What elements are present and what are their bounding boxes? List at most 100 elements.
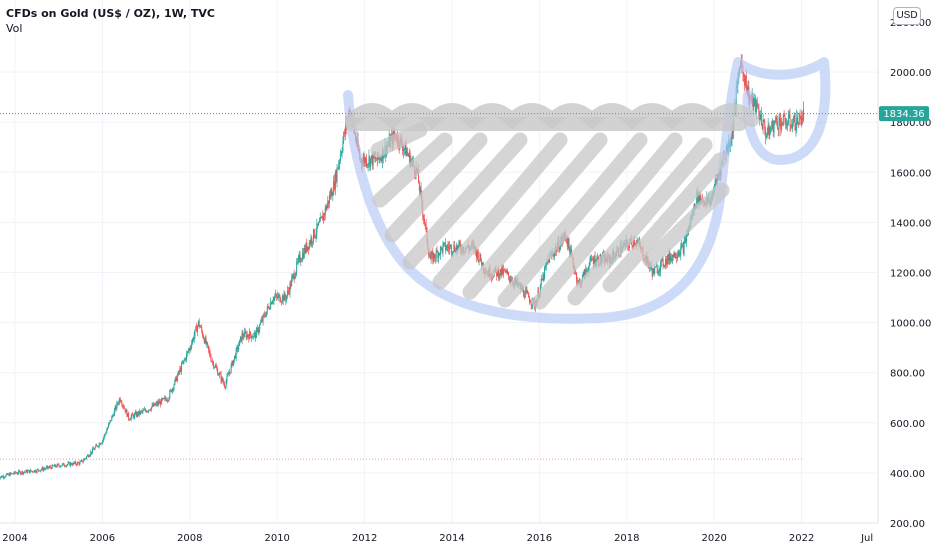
candle-body <box>71 464 73 466</box>
candle-body <box>479 254 481 260</box>
candle-body <box>286 290 288 296</box>
candle-body <box>777 128 779 130</box>
candle-body <box>480 254 482 262</box>
candle-body <box>207 345 209 350</box>
candle-body <box>527 292 529 294</box>
candle-body <box>432 252 434 262</box>
candle-body <box>288 291 290 294</box>
candle-body <box>177 371 179 376</box>
candle-body <box>81 460 83 462</box>
candle-body <box>247 334 249 337</box>
candle-body <box>20 473 22 475</box>
candle-body <box>302 252 304 258</box>
candle-body <box>102 440 104 443</box>
symbol-title[interactable]: CFDs on Gold (US$ / OZ), 1W, TVC <box>6 7 215 20</box>
candle-body <box>159 401 161 404</box>
candle-body <box>114 406 116 411</box>
candle-body <box>402 148 404 152</box>
candle-body <box>344 132 346 134</box>
candle-body <box>371 155 373 166</box>
price-axis[interactable]: 2200.002000.001800.001600.001400.001200.… <box>877 0 931 530</box>
candle-body <box>667 255 669 261</box>
cup-and-handle-drawing[interactable] <box>343 57 831 324</box>
candle-body <box>186 351 188 354</box>
candle-body <box>565 237 567 241</box>
candle-body <box>633 240 635 247</box>
candle-body <box>447 245 449 248</box>
candle-body <box>744 75 746 86</box>
x-tick-label: 2018 <box>614 533 639 544</box>
candle-body <box>379 157 381 160</box>
candle-body <box>575 271 577 273</box>
candle-body <box>5 474 7 477</box>
candle-body <box>225 381 227 387</box>
candle-body <box>209 352 211 357</box>
candle-body <box>10 472 12 474</box>
candle-body <box>767 125 769 134</box>
candle-body <box>260 319 262 323</box>
candle-body <box>149 410 151 411</box>
candle-body <box>9 472 11 476</box>
candle-body <box>270 302 272 309</box>
candle-body <box>632 245 634 247</box>
candle-body <box>445 248 447 250</box>
candle-body <box>326 205 328 210</box>
candle-body <box>591 258 593 260</box>
candle-body <box>73 462 75 464</box>
candle-body <box>778 118 780 130</box>
candle-body <box>281 295 283 302</box>
candle-body <box>163 397 165 399</box>
candle-body <box>779 118 781 121</box>
candle-body <box>147 411 149 412</box>
candle-body <box>37 469 39 471</box>
candle-body <box>85 458 87 460</box>
candle-body <box>306 243 308 251</box>
candle-body <box>310 237 312 244</box>
candle-body <box>201 327 203 332</box>
candle-body <box>665 258 667 266</box>
candle-body <box>204 337 206 343</box>
currency-button[interactable]: USD <box>893 7 921 25</box>
volume-label[interactable]: Vol <box>6 22 23 35</box>
candle-body <box>255 332 257 339</box>
candle-body <box>731 127 733 140</box>
candle-body <box>104 433 106 435</box>
candle-body <box>338 163 340 169</box>
cup-hatch-stroke <box>642 182 730 268</box>
candle-body <box>787 117 789 124</box>
candle-body <box>307 246 309 251</box>
candle-body <box>450 245 452 253</box>
candle-body <box>526 290 528 293</box>
candle-body <box>210 356 212 362</box>
candle-body <box>380 158 382 160</box>
candle-body <box>773 123 775 133</box>
candle-body <box>181 363 183 372</box>
candle-body <box>165 397 167 400</box>
time-axis[interactable]: 2004 2006 2008 2010 2012 2014 2016 2018 2020 2022… <box>0 522 878 544</box>
candle-body <box>16 472 18 474</box>
candle-body <box>544 266 546 268</box>
candle-body <box>213 367 215 368</box>
candle-body <box>344 123 346 134</box>
candle-body <box>331 190 333 196</box>
candle-body <box>72 462 74 466</box>
candle-body <box>15 472 17 474</box>
candle-body <box>782 114 784 126</box>
candle-body <box>184 358 186 361</box>
candle-body <box>205 337 207 344</box>
candle-body <box>760 114 762 125</box>
candle-body <box>23 472 25 474</box>
candle-body <box>686 234 688 242</box>
candle-body <box>753 99 755 108</box>
candle-body <box>290 282 292 287</box>
candle-body <box>139 411 141 415</box>
candle-body <box>423 215 425 219</box>
candle-body <box>528 293 530 298</box>
candle-body <box>439 253 441 255</box>
candle-body <box>32 470 34 472</box>
candle-body <box>762 119 764 129</box>
y-tick-label: 600.00 <box>890 419 925 430</box>
candle-body <box>325 207 327 210</box>
candle-body <box>221 377 223 381</box>
